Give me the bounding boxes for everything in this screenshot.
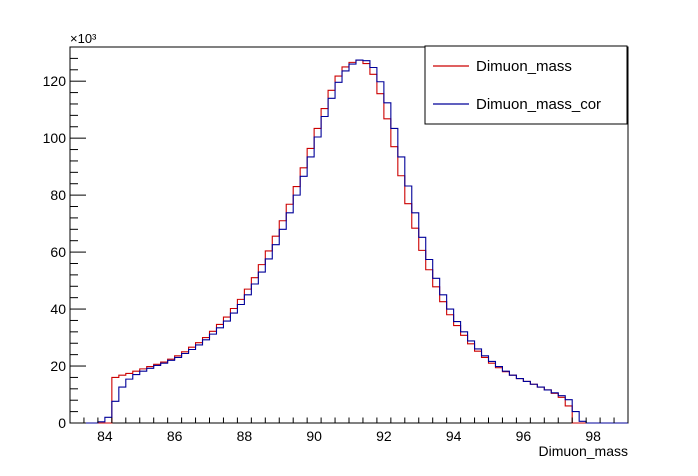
- y-tick-label: 60: [50, 244, 66, 260]
- x-tick-label: 94: [446, 428, 462, 444]
- y-multiplier-label: ×10³: [70, 31, 97, 46]
- x-axis-label: Dimuon_mass: [539, 443, 628, 459]
- x-tick-label: 98: [585, 428, 601, 444]
- y-tick-label: 80: [50, 187, 66, 203]
- x-tick-label: 90: [306, 428, 322, 444]
- axis-layer: 84 86 88 90 92 94 96 98 0 20 40 60 80 100 120: [43, 46, 629, 444]
- series-layer: [70, 59, 628, 424]
- legend-box: [424, 45, 628, 125]
- y-tick-label: 40: [50, 301, 66, 317]
- legend: Dimuon_mass Dimuon_mass_cor: [424, 45, 628, 125]
- x-tick-label: 88: [237, 428, 253, 444]
- y-tick-label: 20: [50, 358, 66, 374]
- x-tick-label: 96: [516, 428, 532, 444]
- series-dimuon-mass-cor-histogram: [70, 59, 628, 424]
- x-tick-label: 84: [97, 428, 113, 444]
- y-tick-label: 0: [58, 415, 66, 431]
- x-tick-label: 92: [376, 428, 392, 444]
- y-tick-label: 100: [43, 130, 67, 146]
- y-tick-label: 120: [43, 73, 67, 89]
- legend-label-dimuon-mass: Dimuon_mass: [476, 58, 572, 75]
- legend-label-dimuon-mass-cor: Dimuon_mass_cor: [476, 96, 601, 113]
- x-tick-label: 86: [167, 428, 183, 444]
